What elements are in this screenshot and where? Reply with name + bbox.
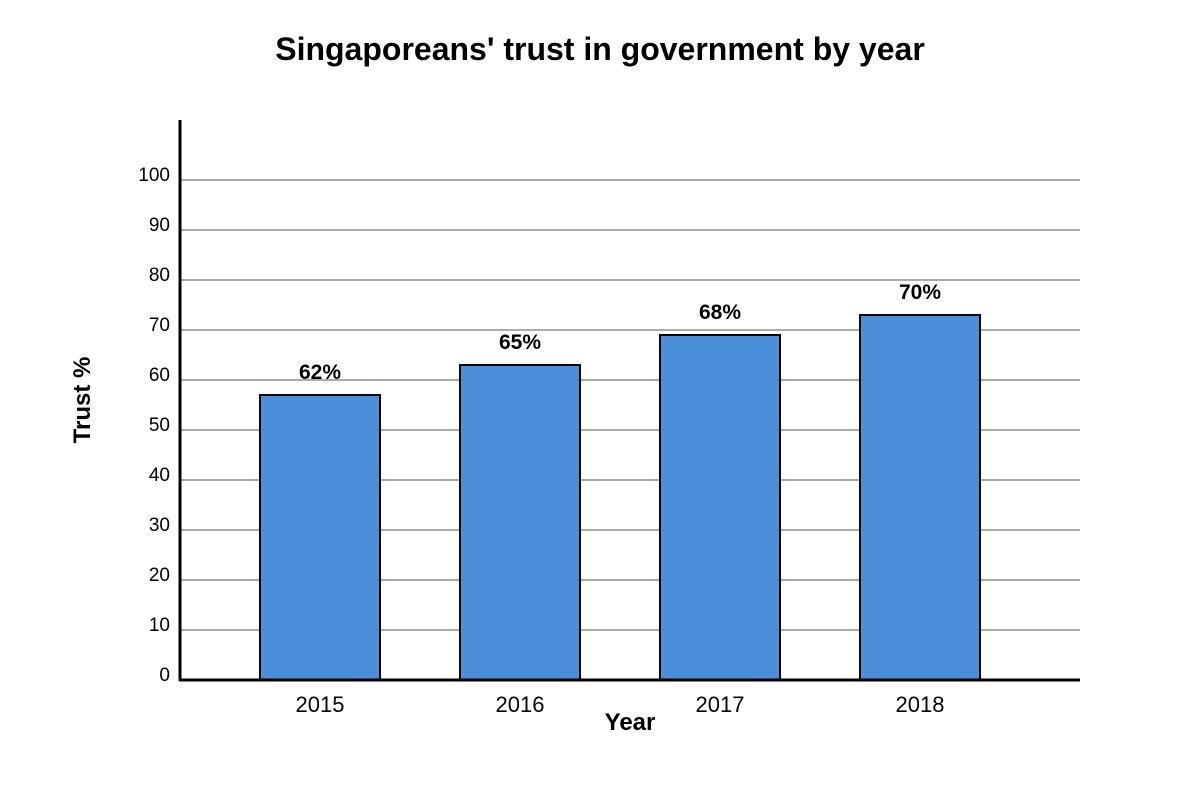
x-axis-ticks: 2015 2016 2017 2018 xyxy=(296,692,945,717)
data-label-2017: 68% xyxy=(699,301,741,324)
y-axis-ticks: 0 10 20 30 40 50 60 70 80 90 100 xyxy=(138,165,170,686)
x-tick-label: 2017 xyxy=(696,692,745,717)
bars xyxy=(259,314,981,681)
y-tick-label: 0 xyxy=(159,665,170,686)
x-tick-label: 2018 xyxy=(896,692,945,717)
y-tick-label: 40 xyxy=(149,465,170,486)
bar-2016 xyxy=(459,364,581,681)
y-axis-title: Trust % xyxy=(69,357,96,444)
x-tick-label: 2015 xyxy=(296,692,345,717)
x-tick-label: 2016 xyxy=(496,692,545,717)
y-tick-label: 90 xyxy=(149,215,170,236)
chart-title: Singaporeans' trust in government by yea… xyxy=(275,31,925,67)
y-tick-label: 60 xyxy=(149,365,170,386)
y-tick-label: 30 xyxy=(149,515,170,536)
bar-2015 xyxy=(259,394,381,681)
data-label-2016: 65% xyxy=(499,331,541,354)
y-tick-label: 20 xyxy=(149,565,170,586)
y-tick-label: 10 xyxy=(149,615,170,636)
data-labels: 62% 65% 68% 70% xyxy=(299,281,941,384)
data-label-2015: 62% xyxy=(299,361,341,384)
y-tick-label: 50 xyxy=(149,415,170,436)
y-tick-label: 100 xyxy=(138,165,170,186)
bar-2017 xyxy=(659,334,781,681)
data-label-2018: 70% xyxy=(899,281,941,304)
y-tick-label: 70 xyxy=(149,315,170,336)
x-axis-title: Year xyxy=(605,709,656,736)
y-tick-label: 80 xyxy=(149,265,170,286)
bar-2018 xyxy=(859,314,981,681)
